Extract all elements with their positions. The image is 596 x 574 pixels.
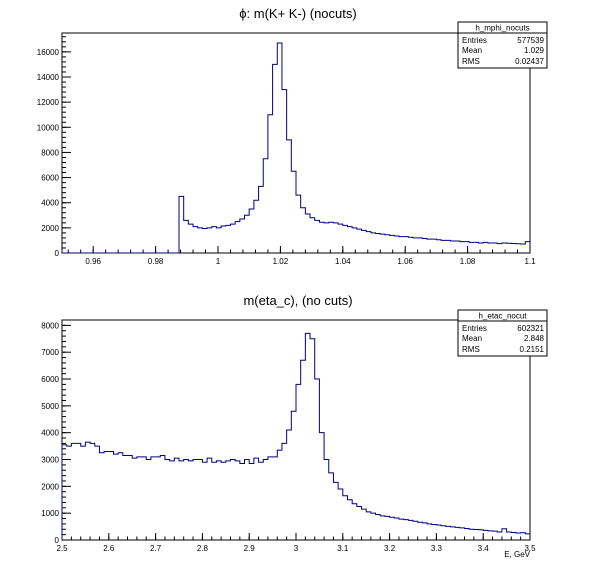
stats-name: h_etac_nocut bbox=[478, 312, 527, 321]
stats-label-mean: Mean bbox=[462, 334, 482, 343]
stats-label-entries: Entries bbox=[462, 36, 487, 45]
y-tick-label: 2000 bbox=[41, 482, 59, 491]
x-tick-label: 3.4 bbox=[478, 544, 490, 553]
y-tick-label: 12000 bbox=[37, 98, 60, 107]
x-tick-label: 1.04 bbox=[335, 257, 351, 266]
y-tick-label: 0 bbox=[55, 249, 60, 258]
x-tick-label: 1 bbox=[216, 257, 221, 266]
y-tick-label: 2000 bbox=[41, 224, 59, 233]
histogram-line bbox=[62, 42, 530, 254]
y-tick-label: 4000 bbox=[41, 199, 59, 208]
x-tick-label: 3 bbox=[294, 544, 299, 553]
stats-value-mean: 1.029 bbox=[524, 46, 545, 55]
stats-label-rms: RMS bbox=[462, 57, 480, 66]
histogram-line bbox=[61, 332, 530, 540]
stats-label-rms: RMS bbox=[462, 345, 480, 354]
stats-label-mean: Mean bbox=[462, 46, 482, 55]
x-axis: 0.96 0.98 1 1.02 1.04 1.06 1.08 1.1 bbox=[67, 246, 536, 266]
y-tick-label: 6000 bbox=[41, 375, 59, 384]
stats-box: h_etac_nocut Entries 602321 Mean 2.848 R… bbox=[457, 309, 548, 357]
x-tick-label: 2.9 bbox=[244, 544, 256, 553]
panel-title: m(eta_c), (no cuts) bbox=[243, 293, 352, 308]
x-tick-label: 3.5 bbox=[524, 544, 536, 553]
stats-value-entries: 577539 bbox=[517, 36, 544, 45]
y-tick-label: 16000 bbox=[37, 48, 60, 57]
x-tick-label: 0.96 bbox=[85, 257, 101, 266]
x-axis-label: E, GeV bbox=[504, 550, 530, 559]
y-tick-label: 14000 bbox=[37, 73, 60, 82]
phi-mass-panel: ϕ: m(K+ K-) (nocuts) 0200040006000800010… bbox=[37, 6, 548, 266]
x-tick-label: 1.06 bbox=[397, 257, 413, 266]
stats-box: h_mphi_nocuts Entries 577539 Mean 1.029 … bbox=[457, 21, 548, 69]
y-tick-label: 5000 bbox=[41, 402, 59, 411]
x-axis: 2.5 2.6 2.7 2.8 2.9 3 3.1 3.2 3.3 3.4 3.5 bbox=[56, 533, 536, 553]
stats-name: h_mphi_nocuts bbox=[475, 24, 529, 33]
stats-label-entries: Entries bbox=[462, 324, 487, 333]
y-tick-label: 8000 bbox=[41, 321, 59, 330]
stats-value-rms: 0.02437 bbox=[515, 57, 544, 66]
x-tick-label: 0.98 bbox=[148, 257, 164, 266]
y-tick-label: 8000 bbox=[41, 148, 59, 157]
stats-value-rms: 0.2151 bbox=[520, 345, 545, 354]
x-tick-label: 2.7 bbox=[150, 544, 162, 553]
x-tick-label: 3.2 bbox=[384, 544, 396, 553]
x-tick-label: 3.1 bbox=[337, 544, 349, 553]
y-tick-label: 3000 bbox=[41, 456, 59, 465]
y-tick-label: 6000 bbox=[41, 174, 59, 183]
y-tick-label: 7000 bbox=[41, 348, 59, 357]
x-tick-label: 1.08 bbox=[460, 257, 476, 266]
x-tick-label: 1.02 bbox=[273, 257, 289, 266]
x-tick-label: 2.8 bbox=[197, 544, 209, 553]
etac-mass-panel: m(eta_c), (no cuts) 0 1000 2000 3000 4000 500… bbox=[41, 293, 548, 559]
x-tick-label: 2.5 bbox=[56, 544, 68, 553]
panel-title: ϕ: m(K+ K-) (nocuts) bbox=[239, 6, 356, 21]
x-tick-label: 2.6 bbox=[103, 544, 115, 553]
x-tick-label: 3.3 bbox=[431, 544, 443, 553]
y-axis: 0 2000 4000 6000 8000 10000 12000 14000 16000 bbox=[37, 36, 71, 258]
x-tick-label: 1.1 bbox=[524, 257, 536, 266]
stats-value-mean: 2.848 bbox=[524, 334, 545, 343]
plot-frame bbox=[61, 32, 531, 254]
y-tick-label: 0 bbox=[55, 536, 60, 545]
y-tick-label: 1000 bbox=[41, 509, 59, 518]
y-tick-label: 10000 bbox=[37, 123, 60, 132]
y-axis: 0 1000 2000 3000 4000 5000 6000 7000 8000 bbox=[41, 319, 71, 545]
stats-value-entries: 602321 bbox=[517, 324, 544, 333]
y-tick-label: 4000 bbox=[41, 429, 59, 438]
